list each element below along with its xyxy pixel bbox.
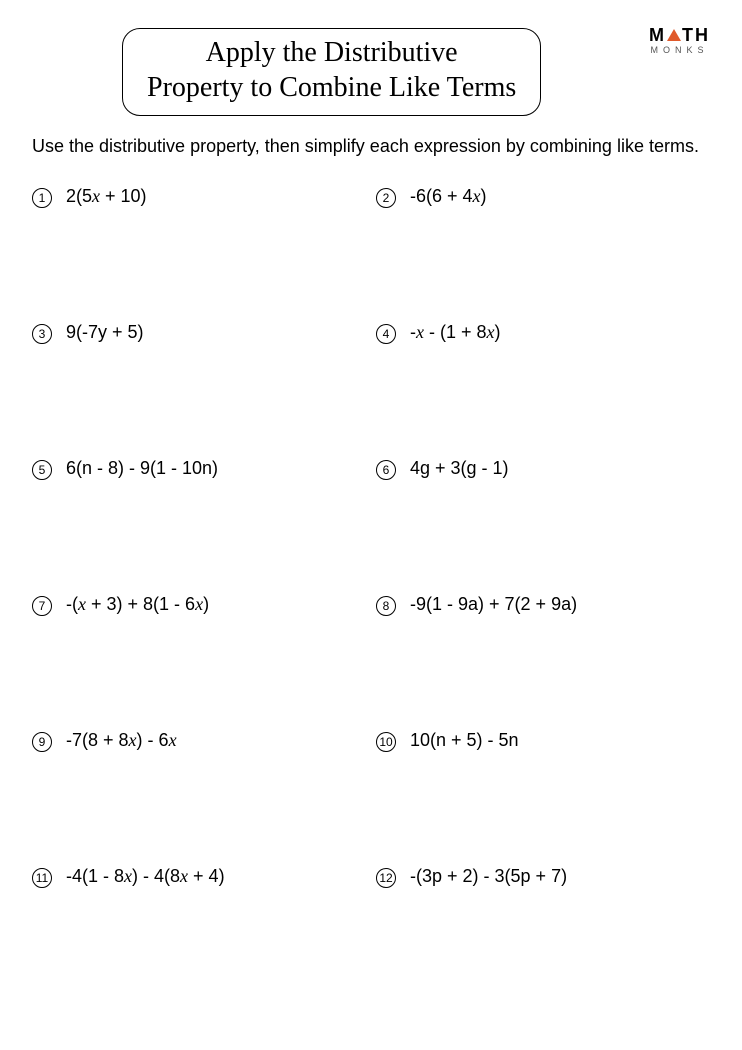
problem-number-badge: 8 [376, 596, 396, 616]
problem-expression: -(x + 3) + 8(1 - 6x) [66, 594, 209, 615]
problem-expression: 10(n + 5) - 5n [410, 730, 519, 751]
problem-number-badge: 4 [376, 324, 396, 344]
problem-number-badge: 11 [32, 868, 52, 888]
problem-number-badge: 12 [376, 868, 396, 888]
problem-2: 2 -6(6 + 4x) [376, 186, 710, 208]
problem-8: 8 -9(1 - 9a) + 7(2 + 9a) [376, 594, 710, 616]
title-line-1: Apply the Distributive [147, 35, 516, 70]
problem-10: 10 10(n + 5) - 5n [376, 730, 710, 752]
problem-number-badge: 6 [376, 460, 396, 480]
problem-number-badge: 2 [376, 188, 396, 208]
problem-6: 6 4g + 3(g - 1) [376, 458, 710, 480]
problem-9: 9 -7(8 + 8x) - 6x [32, 730, 366, 752]
problem-number-badge: 10 [376, 732, 396, 752]
problem-1: 1 2(5x + 10) [32, 186, 366, 208]
problem-number-badge: 5 [32, 460, 52, 480]
triangle-icon [667, 29, 681, 41]
title-line-2: Property to Combine Like Terms [147, 70, 516, 105]
problem-expression: -x - (1 + 8x) [410, 322, 501, 343]
logo-top: M TH [649, 26, 710, 44]
title-box: Apply the Distributive Property to Combi… [122, 28, 541, 116]
problems-grid: 1 2(5x + 10) 2 -6(6 + 4x) 3 9(-7y + 5) 4 -x - (… [32, 186, 710, 888]
logo-subtext: MONKS [649, 46, 710, 55]
problem-expression: 6(n - 8) - 9(1 - 10n) [66, 458, 218, 479]
problem-expression: 4g + 3(g - 1) [410, 458, 509, 479]
problem-number-badge: 9 [32, 732, 52, 752]
problem-expression: 2(5x + 10) [66, 186, 147, 207]
instructions: Use the distributive property, then simp… [32, 134, 710, 158]
problem-4: 4 -x - (1 + 8x) [376, 322, 710, 344]
problem-expression: -6(6 + 4x) [410, 186, 487, 207]
logo-letters-th: TH [682, 25, 710, 45]
problem-expression: -7(8 + 8x) - 6x [66, 730, 177, 751]
problem-7: 7 -(x + 3) + 8(1 - 6x) [32, 594, 366, 616]
problem-expression: -9(1 - 9a) + 7(2 + 9a) [410, 594, 577, 615]
header: Apply the Distributive Property to Combi… [32, 28, 710, 116]
problem-number-badge: 3 [32, 324, 52, 344]
logo-letter-m: M [649, 25, 666, 45]
problem-number-badge: 7 [32, 596, 52, 616]
problem-5: 5 6(n - 8) - 9(1 - 10n) [32, 458, 366, 480]
logo: M TH MONKS [649, 26, 710, 55]
problem-expression: -4(1 - 8x) - 4(8x + 4) [66, 866, 225, 887]
problem-expression: 9(-7y + 5) [66, 322, 144, 343]
problem-11: 11 -4(1 - 8x) - 4(8x + 4) [32, 866, 366, 888]
problem-number-badge: 1 [32, 188, 52, 208]
problem-expression: -(3p + 2) - 3(5p + 7) [410, 866, 567, 887]
problem-3: 3 9(-7y + 5) [32, 322, 366, 344]
problem-12: 12 -(3p + 2) - 3(5p + 7) [376, 866, 710, 888]
